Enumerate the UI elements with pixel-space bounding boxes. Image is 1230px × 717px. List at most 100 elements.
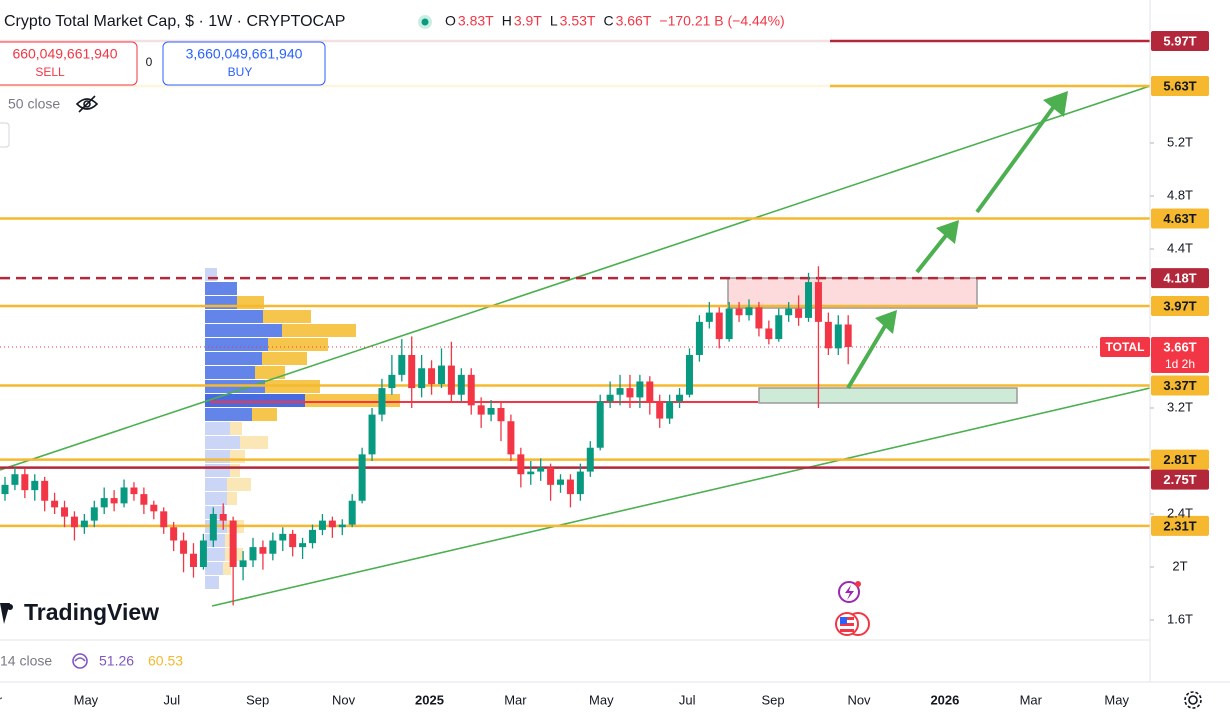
- level-label-bg: [1151, 30, 1209, 51]
- channel-upper: [0, 85, 1151, 471]
- arrow: [846, 324, 887, 390]
- candles: [1, 266, 852, 606]
- last-price-label: 3.66T: [1163, 339, 1196, 354]
- candle-body: [180, 540, 188, 554]
- vp-bar: [205, 282, 237, 295]
- candle-body: [685, 354, 693, 395]
- vp-bar: [230, 464, 240, 477]
- candle-body: [11, 474, 19, 485]
- x-tick-label: 2025: [415, 692, 444, 707]
- arrow-head: [875, 310, 897, 334]
- level-label-bg: [1151, 75, 1209, 96]
- last-price-bg: [1151, 337, 1209, 374]
- candle-body: [150, 504, 158, 512]
- candle-body: [80, 520, 88, 528]
- candle-body: [715, 312, 723, 340]
- settings-icon[interactable]: [1184, 691, 1202, 709]
- arrow: [975, 103, 1057, 214]
- candle-body: [457, 374, 465, 395]
- ohlc-value: 3.53T: [560, 13, 596, 29]
- candle-body: [259, 547, 267, 554]
- candle-body: [229, 520, 237, 567]
- candle-body: [596, 401, 604, 448]
- candle-body: [428, 368, 436, 385]
- ohlc-value: 3.83T: [458, 13, 494, 29]
- vp-bar: [205, 422, 230, 435]
- logo: TradingView: [0, 599, 159, 625]
- header-bg: [0, 0, 830, 88]
- x-tick-label: r: [0, 692, 3, 707]
- candle-body: [31, 480, 39, 491]
- candle-body: [219, 513, 227, 521]
- resistance-zone: [727, 277, 978, 309]
- candle-body: [755, 307, 763, 329]
- hide-icon[interactable]: [75, 95, 99, 113]
- ohlc-key: C: [603, 13, 613, 29]
- candle-body: [646, 381, 654, 402]
- candle-body: [170, 527, 178, 541]
- sell-price: 660,049,661,940: [12, 46, 117, 62]
- vp-bar: [205, 436, 240, 449]
- candle-body: [378, 388, 386, 415]
- ohlc-value: 3.66T: [616, 13, 652, 29]
- candle-body: [834, 324, 842, 349]
- level-label: 4.63T: [1163, 211, 1196, 226]
- y-tick-label: 2T: [1172, 558, 1187, 573]
- x-tick-label: Mar: [504, 692, 527, 707]
- candle-body: [745, 307, 753, 316]
- candle-body: [795, 308, 803, 318]
- vp-bar: [205, 548, 225, 561]
- candle-body: [408, 354, 416, 389]
- candle-body: [705, 312, 713, 322]
- candle-body: [814, 282, 822, 322]
- vp-bar: [205, 408, 252, 421]
- candle-body: [537, 467, 545, 472]
- x-tick-label: Jul: [163, 692, 180, 707]
- candle-body: [140, 494, 148, 505]
- candle-body: [477, 405, 485, 415]
- candle-body: [626, 388, 634, 398]
- ma-legend: 50 close: [8, 96, 60, 112]
- candle-body: [636, 381, 644, 398]
- candle-body: [467, 374, 475, 406]
- vp-bar: [205, 366, 255, 379]
- spread: 0: [146, 55, 153, 69]
- candle-body: [249, 547, 257, 561]
- candle-body: [765, 328, 773, 340]
- ohlc-value: 3.9T: [514, 13, 542, 29]
- vp-bar: [227, 492, 237, 505]
- candle-body: [368, 414, 376, 455]
- candle-body: [70, 516, 78, 528]
- vp-bar: [205, 338, 268, 351]
- sell-button[interactable]: [0, 41, 138, 86]
- buy-button[interactable]: [162, 41, 326, 86]
- ohlc-legend: O 3.83T H 3.9T L 3.53T C 3.66T −170.21 B (−4.44%…: [445, 13, 785, 29]
- level-label: 2.31T: [1163, 518, 1196, 533]
- candle-body: [358, 454, 366, 501]
- rsi-icon: [72, 653, 88, 669]
- candle-body: [41, 480, 49, 501]
- vp-bar: [240, 436, 268, 449]
- candle-body: [656, 401, 664, 419]
- candle-body: [557, 479, 565, 485]
- chart-title: Crypto Total Market Cap, $ · 1W · CRYPTO…: [4, 13, 345, 30]
- vp-bar: [205, 492, 227, 505]
- level-label-bg: [1151, 295, 1209, 316]
- event-icons[interactable]: [835, 581, 870, 636]
- candle-body: [507, 421, 515, 455]
- candle-body: [437, 365, 445, 385]
- candle-body: [418, 368, 426, 389]
- candle-body: [616, 388, 624, 395]
- ohlc-key: H: [502, 13, 512, 29]
- vp-bar: [223, 562, 231, 575]
- candle-body: [90, 507, 98, 521]
- candle-body: [725, 308, 733, 340]
- candle-body: [497, 407, 505, 422]
- collapse-button[interactable]: [0, 122, 10, 148]
- x-tick-label: May: [1104, 692, 1129, 707]
- candle-body: [606, 394, 614, 402]
- vp-bar: [263, 310, 311, 323]
- candle-body: [547, 467, 555, 485]
